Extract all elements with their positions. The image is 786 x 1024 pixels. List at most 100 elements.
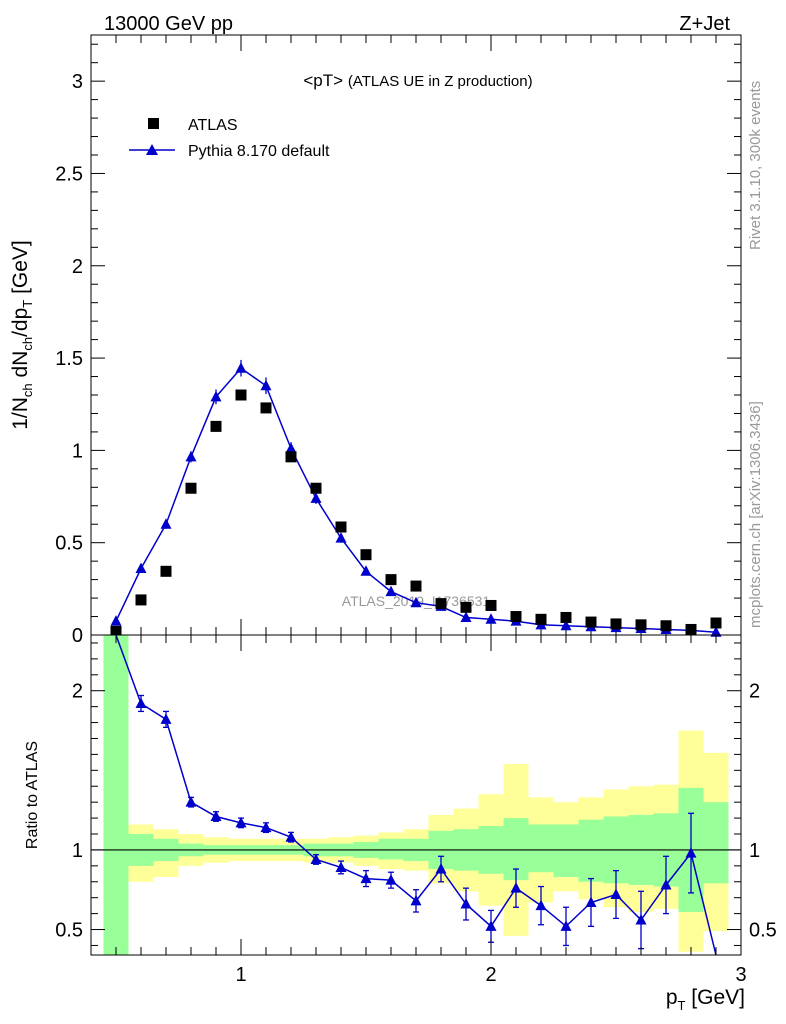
main-title-main: <pT>	[303, 71, 343, 90]
ratio-point	[260, 821, 272, 833]
ratio-y-tick-label: 1	[72, 840, 83, 862]
pythia-point	[485, 613, 497, 624]
main-y-axis-label: 1/Nch dNch/dpT [GeV]	[9, 240, 35, 430]
main-title-suffix: (ATLAS UE in Z production)	[348, 73, 533, 90]
pythia-point	[160, 518, 172, 529]
ratio-series-marks	[115, 635, 717, 955]
ylabel-sub-t: T	[20, 300, 35, 308]
y-tick-label: 1.5	[55, 348, 83, 370]
pythia-point	[260, 379, 272, 391]
main-series-marks	[110, 359, 722, 637]
pythia-point	[310, 492, 322, 503]
x-axis-label: pT [GeV]	[666, 986, 745, 1013]
ratio-point	[185, 796, 197, 807]
ratio-y-axis-label: Ratio to ATLAS	[24, 741, 41, 849]
atlas-point	[460, 601, 472, 613]
atlas-point	[210, 420, 222, 432]
ratio-point	[485, 920, 497, 931]
ratio-point	[160, 713, 172, 724]
atlas-point	[560, 611, 572, 623]
stat-band	[553, 824, 579, 877]
atlas-point	[610, 618, 622, 630]
ratio-y-tick-label: 0.5	[55, 920, 83, 942]
pythia-point	[235, 362, 247, 373]
stat-band	[703, 802, 729, 884]
ratio-point	[660, 878, 672, 890]
ratio-y-tick-label-right: 2	[749, 681, 760, 703]
y-tick-label: 3	[72, 71, 83, 93]
ylabel-part-2: dN	[9, 351, 32, 384]
pythia-point	[210, 390, 222, 402]
ratio-panel: 0.5 0.5 1 1 2 2 1 2 3 Ratio to ATLAS pT [GeV]	[24, 634, 777, 1013]
atlas-point	[185, 482, 197, 494]
atlas-point	[110, 625, 122, 637]
pythia-point	[185, 450, 197, 462]
atlas-point	[585, 616, 597, 628]
pythia-point	[560, 619, 572, 631]
atlas-point	[285, 451, 297, 463]
ratio-y-ticks: 0.5 0.5 1 1 2 2	[55, 642, 777, 946]
ratio-point	[435, 863, 447, 874]
ratio-y-tick-label-right: 0.5	[749, 920, 777, 942]
header-left: 13000 GeV pp	[104, 13, 233, 35]
pythia-point	[385, 585, 397, 597]
atlas-point	[310, 482, 322, 494]
atlas-point	[160, 565, 172, 577]
atlas-point	[510, 611, 522, 623]
ratio-y-tick-label-right: 1	[749, 840, 760, 862]
legend: ATLAS Pythia 8.170 default	[129, 117, 330, 160]
x-tick-label: 2	[485, 964, 496, 986]
ratio-point	[635, 913, 647, 925]
ratio-point	[560, 920, 572, 931]
legend-atlas-label: ATLAS	[188, 117, 238, 134]
y-tick-label: 2	[72, 256, 83, 278]
pythia-point	[710, 626, 722, 637]
y-tick-label: 2.5	[55, 163, 83, 185]
x-tick-label: 1	[235, 964, 246, 986]
atlas-point	[335, 521, 347, 533]
atlas-point	[410, 580, 422, 592]
atlas-point	[635, 619, 647, 631]
y-tick-label: 1	[72, 440, 83, 462]
atlas-point	[135, 594, 147, 606]
xlabel-sub: T	[678, 998, 686, 1013]
y-tick-label: 0	[72, 625, 83, 647]
atlas-point	[535, 613, 547, 625]
main-title: <pT> (ATLAS UE in Z production)	[303, 71, 532, 90]
ratio-point	[410, 894, 422, 906]
ylabel-sub-ch: ch	[20, 383, 35, 397]
ratio-point	[210, 810, 222, 821]
ratio-point	[460, 898, 472, 909]
ratio-x-ticks: 1 2 3	[90, 635, 747, 986]
ylabel-part-3: /dp	[9, 308, 32, 337]
ratio-series-group	[115, 635, 717, 955]
ratio-point	[535, 899, 547, 911]
pythia-point	[135, 562, 147, 574]
ratio-point	[685, 847, 697, 858]
xlabel-main: p	[666, 986, 678, 1009]
stat-band	[103, 635, 129, 955]
legend-pythia-marker	[146, 144, 158, 155]
main-panel: 0 0.5 1 1.5 2 2.5 3 <pT> (ATLAS UE in Z produc…	[9, 34, 742, 647]
atlas-point	[435, 598, 447, 610]
stat-band	[528, 824, 554, 873]
atlas-point	[235, 389, 247, 401]
ratio-point	[610, 888, 622, 900]
ratio-point	[285, 831, 297, 842]
ratio-point	[235, 816, 247, 828]
atlas-point	[385, 574, 397, 586]
legend-atlas-marker	[148, 118, 159, 129]
ratio-point	[510, 882, 522, 893]
pythia-point	[360, 565, 372, 576]
pythia-point	[460, 611, 472, 622]
atlas-point	[485, 599, 497, 611]
ratio-point	[335, 861, 347, 872]
legend-pythia-label: Pythia 8.170 default	[188, 143, 330, 160]
pythia-point	[110, 615, 122, 626]
ratio-y-tick-label: 2	[72, 681, 83, 703]
main-y-ticks: 0 0.5 1 1.5 2 2.5 3	[55, 43, 741, 647]
stat-band	[578, 819, 604, 882]
atlas-point	[685, 623, 697, 635]
ratio-point	[360, 872, 372, 884]
